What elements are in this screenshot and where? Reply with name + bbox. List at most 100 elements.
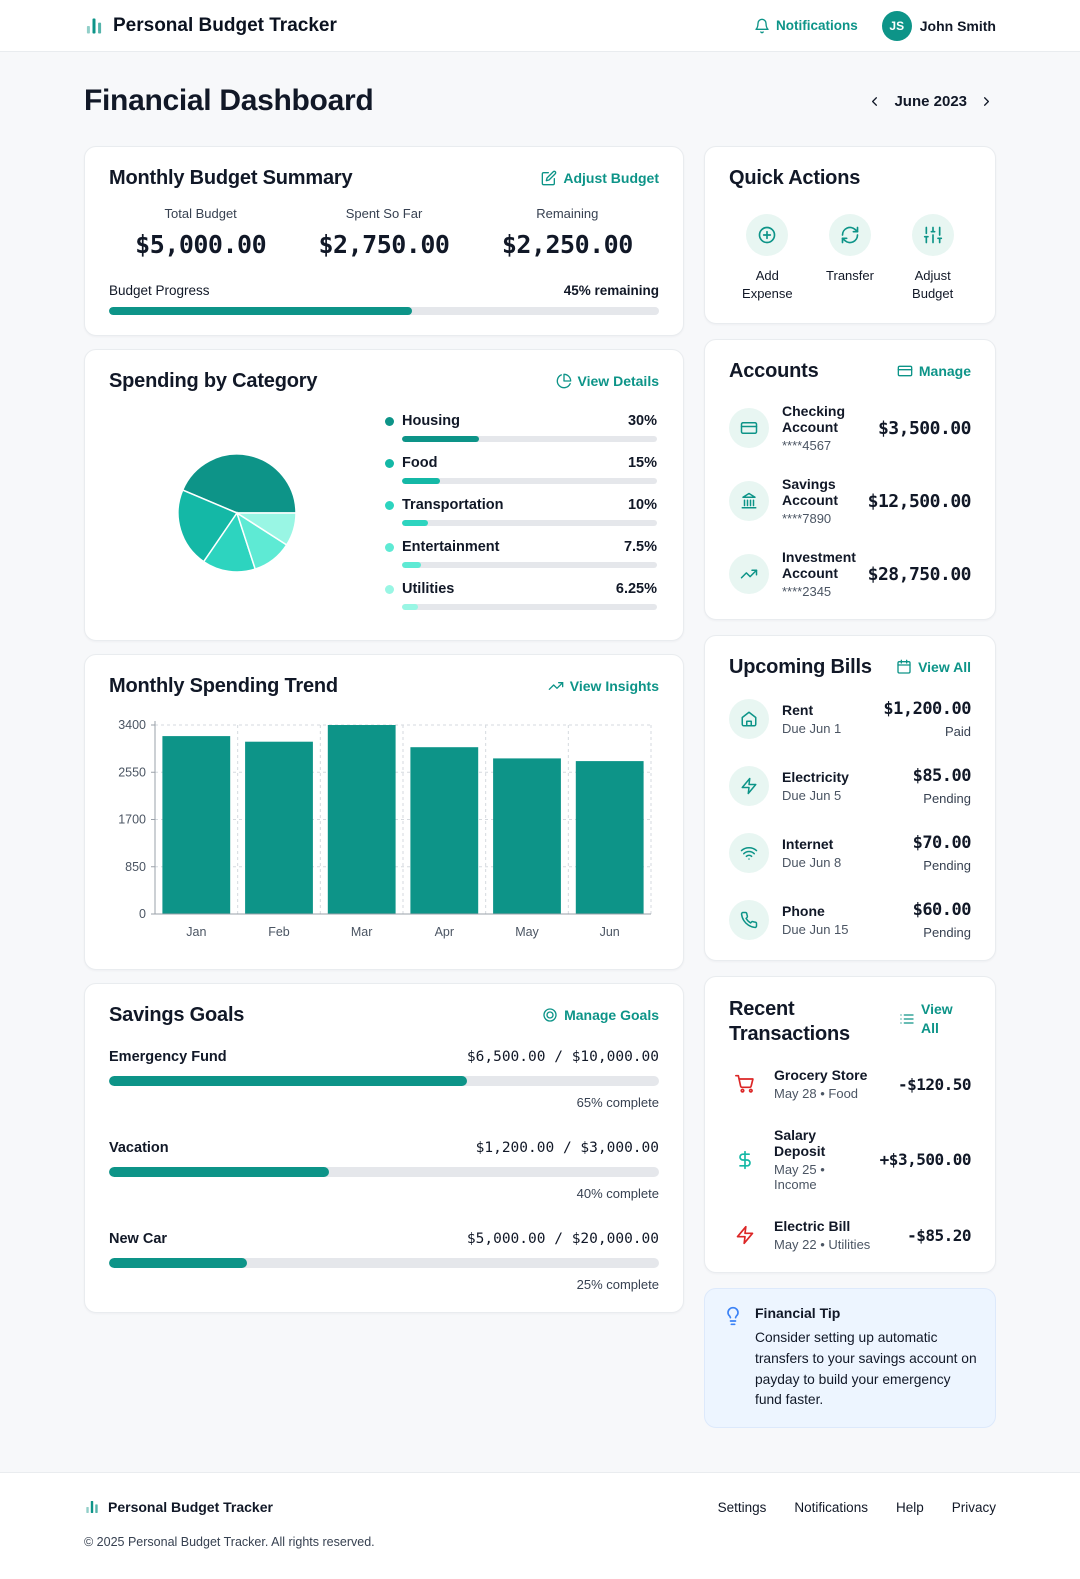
lightbulb-icon — [723, 1306, 743, 1326]
legend-item-utilities: Utilities 6.25% — [385, 581, 657, 610]
previous-month-button[interactable] — [865, 92, 884, 111]
transaction-meta: May 25 • Income — [774, 1162, 825, 1193]
goal-amounts: $6,500.00$10,000.00 — [467, 1049, 659, 1065]
wifi-icon — [740, 844, 758, 862]
page-title: Financial Dashboard — [84, 84, 374, 117]
category-legend: Housing 30% Food 15% Transportation 10% — [385, 413, 657, 612]
bill-row-phone: Phone Due Jun 15 $60.00 Pending — [729, 900, 972, 941]
bill-row-electricity: Electricity Due Jun 5 $85.00 Pending — [729, 766, 972, 807]
legend-dot — [385, 584, 394, 594]
categories-title: Spending by Category — [109, 370, 318, 392]
svg-text:Mar: Mar — [351, 925, 373, 939]
add-expense-button[interactable]: Add Expense — [729, 214, 806, 303]
bill-amount: $60.00 — [912, 900, 972, 921]
stat-total-budget: Total Budget $5,000.00 — [135, 206, 267, 259]
view-insights-link[interactable]: View Insights — [548, 678, 659, 694]
transfer-button[interactable]: Transfer — [812, 214, 889, 303]
current-month-label: June 2023 — [894, 92, 967, 110]
savings-goals-card: Savings Goals Manage Goals Emergency Fun… — [84, 983, 684, 1313]
credit-card-icon — [897, 363, 913, 379]
accounts-card: Accounts Manage Checking Account ****456… — [704, 339, 996, 621]
bar-may — [493, 758, 561, 914]
site-footer: Personal Budget Tracker Settings Notific… — [0, 1472, 1080, 1579]
account-row-savings: Savings Account ****7890 $12,500.00 — [729, 476, 972, 527]
account-row-checking: Checking Account ****4567 $3,500.00 — [729, 403, 972, 453]
next-month-button[interactable] — [977, 92, 996, 111]
account-balance: $12,500.00 — [867, 490, 972, 512]
accounts-title: Accounts — [729, 360, 819, 383]
notifications-button[interactable]: Notifications — [754, 18, 858, 34]
manage-goals-link[interactable]: Manage Goals — [542, 1007, 659, 1023]
footer-links: Settings Notifications Help Privacy — [718, 1500, 996, 1515]
footer-link-help[interactable]: Help — [895, 1499, 924, 1515]
chevron-left-icon — [867, 94, 882, 109]
goal-amounts: $1,200.00$3,000.00 — [476, 1140, 659, 1156]
goal-emergency-fund: Emergency Fund $6,500.00$10,000.00 65% c… — [109, 1049, 659, 1110]
bank-icon — [740, 492, 758, 510]
budget-stats: Total Budget $5,000.00 Spent So Far $2,7… — [109, 206, 659, 259]
phone-icon — [740, 911, 758, 929]
pie-slice-utilities — [234, 511, 297, 546]
savings-title: Savings Goals — [109, 1004, 245, 1026]
svg-text:3400: 3400 — [118, 718, 146, 732]
app-header: Personal Budget Tracker Notifications JS… — [0, 0, 1080, 52]
goal-pct-label: 25% complete — [576, 1277, 659, 1292]
svg-text:0: 0 — [139, 907, 146, 921]
trending-up-icon — [740, 565, 758, 583]
goal-progress-bar — [109, 1076, 659, 1086]
transaction-amount: -$120.50 — [897, 1074, 972, 1094]
stat-remaining: Remaining $2,250.00 — [501, 206, 633, 259]
account-row-investment: Investment Account ****2345 $28,750.00 — [729, 549, 972, 600]
legend-item-food: Food 15% — [385, 455, 657, 484]
transaction-amount: -$85.20 — [907, 1225, 971, 1245]
category-pie-chart — [177, 452, 297, 573]
account-balance: $28,750.00 — [867, 563, 972, 585]
stat-spent-so-far: Spent So Far $2,750.00 — [318, 206, 450, 259]
list-icon — [899, 1011, 915, 1027]
tip-title: Financial Tip — [755, 1305, 841, 1322]
budget-progress-bar — [109, 307, 659, 315]
legend-dot — [385, 458, 394, 468]
calendar-icon — [896, 659, 912, 675]
footer-brand: Personal Budget Tracker — [84, 1499, 273, 1515]
footer-link-privacy[interactable]: Privacy — [951, 1499, 996, 1515]
budget-summary-card: Monthly Budget Summary Adjust Budget Tot… — [84, 146, 684, 336]
avatar: JS — [881, 10, 912, 41]
svg-text:May: May — [515, 925, 539, 939]
bill-status: Pending — [923, 925, 971, 941]
bill-row-internet: Internet Due Jun 8 $70.00 Pending — [729, 833, 972, 874]
budget-summary-title: Monthly Budget Summary — [109, 167, 353, 189]
adjust-budget-button[interactable]: Adjust Budget — [894, 214, 971, 303]
spending-by-category-card: Spending by Category View Details Housin… — [84, 349, 684, 641]
view-all-bills-link[interactable]: View All — [896, 659, 971, 675]
manage-accounts-link[interactable]: Manage — [897, 363, 971, 379]
account-number: ****2345 — [782, 584, 832, 600]
svg-text:Jun: Jun — [600, 925, 620, 939]
pie-slice-transportation — [202, 510, 257, 573]
footer-link-settings[interactable]: Settings — [717, 1499, 767, 1515]
legend-dot — [385, 500, 394, 510]
bar-apr — [410, 747, 479, 914]
transaction-row-salary: Salary Deposit May 25 • Income +$3,500.0… — [729, 1127, 972, 1193]
svg-text:850: 850 — [125, 860, 146, 874]
plus-circle-icon — [757, 225, 777, 245]
goal-pct-label: 40% complete — [576, 1186, 659, 1201]
user-menu[interactable]: JS John Smith — [881, 10, 996, 41]
target-icon — [542, 1007, 558, 1023]
app-brand: Personal Budget Tracker — [84, 15, 337, 37]
bill-due-date: Due Jun 5 — [782, 788, 842, 804]
transaction-meta: May 22 • Utilities — [774, 1237, 871, 1253]
legend-item-transportation: Transportation 10% — [385, 497, 657, 526]
view-all-transactions-link[interactable]: View All — [899, 1000, 971, 1036]
account-number: ****7890 — [782, 511, 832, 527]
adjust-budget-link[interactable]: Adjust Budget — [541, 170, 659, 186]
copyright: © 2025 Personal Budget Tracker. All righ… — [84, 1535, 375, 1550]
view-details-link[interactable]: View Details — [556, 373, 659, 389]
bar-feb — [245, 741, 313, 914]
app-title: Personal Budget Tracker — [113, 14, 337, 36]
budget-progress-fill — [109, 307, 412, 315]
zap-icon — [740, 777, 758, 795]
footer-link-notifications[interactable]: Notifications — [794, 1499, 868, 1515]
upcoming-bills-card: Upcoming Bills View All Rent Due Jun 1 $… — [704, 635, 996, 962]
transaction-row-grocery: Grocery Store May 28 • Food -$120.50 — [729, 1067, 972, 1101]
